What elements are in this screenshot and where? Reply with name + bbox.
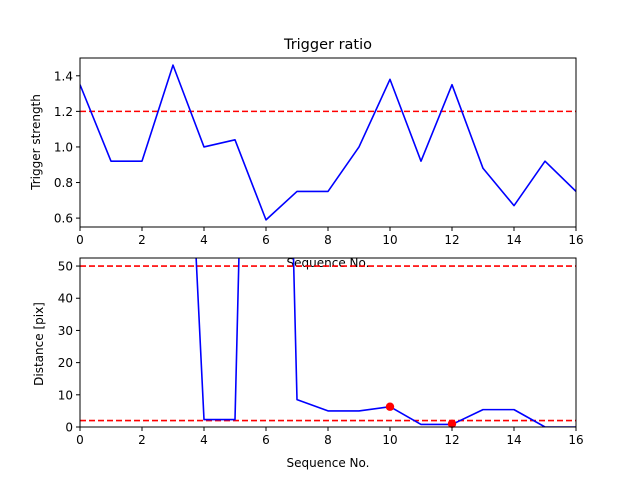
x-tick-label: 8 [324,233,332,247]
y-tick-label: 30 [58,324,73,338]
y-axis-label: Distance [pix] [32,302,46,386]
x-tick-label: 2 [138,433,146,447]
x-tick-label: 4 [200,233,208,247]
highlight-marker [385,402,395,411]
y-tick-label: 10 [58,388,73,402]
y-tick-label: 0.6 [54,212,73,226]
highlight-marker [447,419,457,428]
chart-trigger-ratio: Trigger ratio Trigger strength Sequence … [29,37,584,270]
y-tick-label: 50 [58,260,73,274]
x-tick-label: 16 [568,233,583,247]
series-line [195,258,576,427]
x-tick-label: 6 [262,233,270,247]
y-axis-label: Trigger strength [29,94,43,191]
x-tick-label: 12 [444,433,459,447]
y-tick-label: 1.0 [54,140,73,154]
plot-frame [79,57,577,228]
x-tick-label: 10 [382,433,397,447]
y-tick-label: 0 [65,421,73,435]
x-tick-label: 6 [262,433,270,447]
x-tick-label: 4 [200,433,208,447]
x-tick-label: 10 [382,233,397,247]
x-tick-label: 12 [444,233,459,247]
y-tick-label: 40 [58,292,73,306]
x-tick-label: 2 [138,233,146,247]
chart-title: Trigger ratio [283,37,372,53]
y-tick-label: 0.8 [54,176,73,190]
y-tick-label: 1.4 [54,69,73,83]
chart-distance: Distance [pix] Sequence No. 0 2 4 6 8 10 12 14 1… [32,257,584,470]
x-tick-label: 0 [76,233,84,247]
x-tick-label: 16 [568,433,583,447]
y-tick-label: 20 [58,356,73,370]
x-tick-label: 14 [506,233,521,247]
series-line [80,64,576,221]
x-tick-label: 8 [324,433,332,447]
plot-frame [79,257,577,428]
x-tick-label: 14 [506,433,521,447]
x-axis-label: Sequence No. [287,456,370,470]
x-tick-label: 0 [76,433,84,447]
y-tick-label: 1.2 [54,105,73,119]
